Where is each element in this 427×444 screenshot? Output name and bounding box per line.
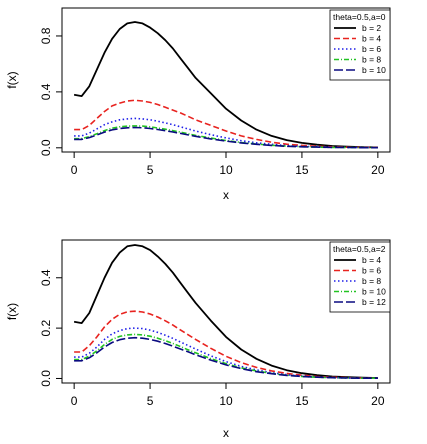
legend-label: b = 10 <box>362 287 386 297</box>
x-tick-label: 15 <box>295 394 309 408</box>
y-axis: 0.0 0.2 0.4 <box>39 269 62 387</box>
x-tick-label: 5 <box>147 163 154 177</box>
series-line-2 <box>74 99 378 149</box>
x-axis-title: x <box>223 426 229 440</box>
series-line-2 <box>74 310 378 379</box>
legend-label: b = 4 <box>362 255 381 265</box>
series-line-5 <box>74 126 378 149</box>
y-axis-title: f(x) <box>5 303 19 320</box>
legend-label: b = 6 <box>362 44 381 54</box>
y-tick-label: 0.4 <box>39 269 53 286</box>
y-tick-label: 0.4 <box>39 83 53 100</box>
legend-label: b = 8 <box>362 276 381 286</box>
y-tick-label: 0.8 <box>39 27 53 44</box>
x-tick-label: 20 <box>371 163 385 177</box>
legend-title: theta=0.5,a=0 <box>333 12 386 22</box>
legend-label: b = 2 <box>362 23 381 33</box>
legend-label: b = 10 <box>362 65 386 75</box>
y-tick-label: 0.0 <box>39 370 53 387</box>
legend-box <box>329 241 391 313</box>
chart-panel-1: 0 5 10 15 20 0.0 0.4 0.8 x f(x) theta=0.5,a=0b = 2… <box>5 7 391 202</box>
x-tick-label: 10 <box>219 163 233 177</box>
y-axis: 0.0 0.4 0.8 <box>39 27 62 156</box>
x-axis: 0 5 10 15 20 <box>71 152 385 177</box>
x-tick-label: 0 <box>71 394 78 408</box>
series-line-5 <box>74 336 378 380</box>
y-tick-label: 0.2 <box>39 319 53 336</box>
chart-panel-2: 0 5 10 15 20 0.0 0.2 0.4 x f(x) theta=0.5,a=2b = 4… <box>5 239 391 440</box>
legend-title: theta=0.5,a=2 <box>333 244 386 254</box>
legend-box <box>329 9 391 81</box>
x-tick-label: 10 <box>219 394 233 408</box>
series-line-1 <box>73 244 378 379</box>
legend-label: b = 6 <box>362 266 381 276</box>
series-line-4 <box>74 125 378 149</box>
x-axis: 0 5 10 15 20 <box>71 383 385 408</box>
legend: theta=0.5,a=0b = 2b = 4b = 6b = 8b = 10 <box>329 9 391 81</box>
x-axis-title: x <box>223 188 229 202</box>
series-line-4 <box>74 333 378 380</box>
x-tick-label: 0 <box>71 163 78 177</box>
x-tick-label: 5 <box>147 394 154 408</box>
x-tick-label: 15 <box>295 163 309 177</box>
y-tick-label: 0.0 <box>39 139 53 156</box>
legend-label: b = 4 <box>362 34 381 44</box>
legend-label: b = 8 <box>362 55 381 65</box>
legend: theta=0.5,a=2b = 4b = 6b = 8b = 10b = 12 <box>329 241 391 313</box>
legend-label: b = 12 <box>362 297 386 307</box>
series-line-1 <box>73 21 378 149</box>
x-tick-label: 20 <box>371 394 385 408</box>
y-axis-title: f(x) <box>5 71 19 88</box>
